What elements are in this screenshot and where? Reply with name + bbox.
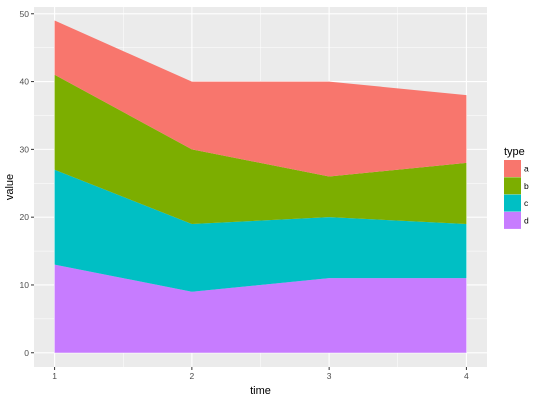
y-tick-label: 50 bbox=[20, 9, 30, 19]
legend-label-c: c bbox=[524, 198, 529, 208]
y-tick-label: 20 bbox=[20, 212, 30, 222]
x-axis-title: time bbox=[250, 385, 271, 397]
y-tick-label: 0 bbox=[24, 348, 29, 358]
legend-title: type bbox=[504, 146, 525, 158]
x-tick-label: 2 bbox=[189, 371, 194, 381]
area-series-d bbox=[54, 264, 467, 353]
y-axis: 0 10 20 30 40 50 bbox=[20, 9, 34, 358]
legend-key-b bbox=[504, 177, 521, 195]
legend-key-a bbox=[504, 160, 521, 177]
legend-label-d: d bbox=[524, 215, 529, 225]
y-axis-title: value bbox=[4, 174, 16, 200]
y-tick-label: 10 bbox=[20, 280, 30, 290]
area-series-a bbox=[54, 20, 467, 177]
legend-key-d bbox=[504, 211, 521, 229]
x-tick-label: 3 bbox=[327, 371, 332, 381]
legend-label-b: b bbox=[524, 181, 529, 191]
y-tick-label: 40 bbox=[20, 77, 30, 87]
legend-label-a: a bbox=[524, 164, 529, 174]
area-layers bbox=[54, 20, 467, 353]
area-series-c bbox=[54, 169, 467, 292]
legend-key-c bbox=[504, 194, 521, 212]
area-series-b bbox=[54, 74, 467, 224]
y-tick-label: 30 bbox=[20, 144, 30, 154]
x-tick-label: 1 bbox=[52, 371, 57, 381]
x-axis: 1 2 3 4 bbox=[52, 367, 469, 381]
x-tick-label: 4 bbox=[464, 371, 469, 381]
